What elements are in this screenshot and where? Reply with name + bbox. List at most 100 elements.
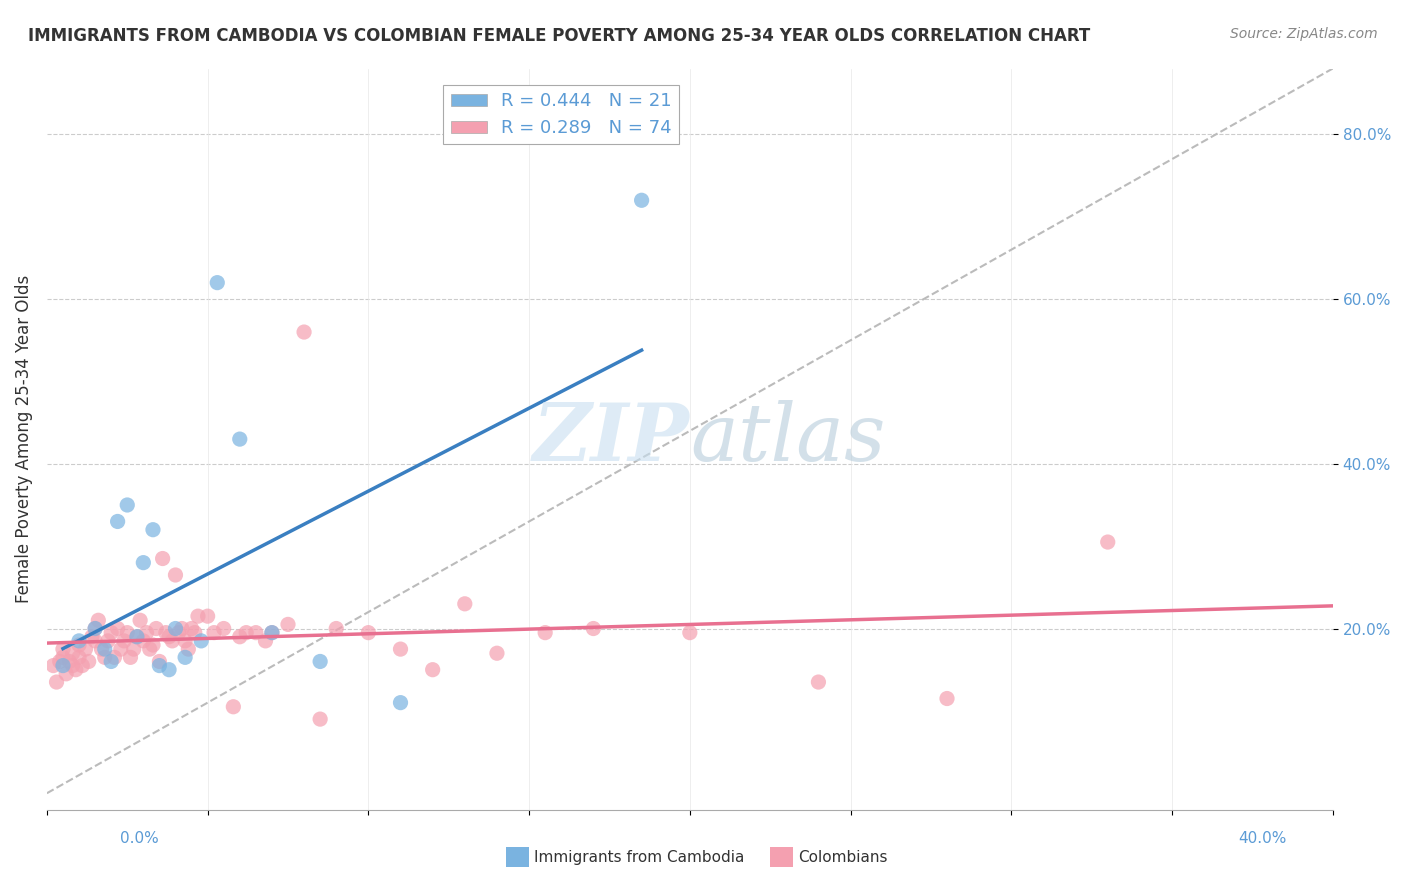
Point — [260, 625, 283, 640]
Point — [202, 625, 225, 640]
Point — [1097, 535, 1119, 549]
Point — [65, 663, 87, 677]
Point — [45, 675, 67, 690]
Text: Colombians: Colombians — [799, 850, 889, 864]
Point — [48, 655, 70, 669]
Point — [325, 622, 347, 636]
Point — [132, 633, 155, 648]
Text: ZIP: ZIP — [533, 401, 690, 478]
Point — [75, 642, 97, 657]
Point — [67, 650, 90, 665]
Point — [52, 650, 75, 665]
Point — [70, 658, 93, 673]
Point — [157, 630, 180, 644]
Point — [148, 655, 170, 669]
Point — [167, 625, 190, 640]
Point — [184, 625, 207, 640]
Point — [165, 622, 187, 636]
Point — [170, 622, 193, 636]
Point — [122, 642, 145, 657]
Point — [142, 638, 165, 652]
Legend: R = 0.444   N = 21, R = 0.289   N = 74: R = 0.444 N = 21, R = 0.289 N = 74 — [443, 85, 679, 145]
Point — [84, 622, 107, 636]
Point — [174, 650, 197, 665]
Text: 40.0%: 40.0% — [1239, 831, 1286, 846]
Point — [679, 625, 702, 640]
Point — [132, 556, 155, 570]
Point — [135, 625, 157, 640]
Text: IMMIGRANTS FROM CAMBODIA VS COLOMBIAN FEMALE POVERTY AMONG 25-34 YEAR OLDS CORRE: IMMIGRANTS FROM CAMBODIA VS COLOMBIAN FE… — [28, 27, 1091, 45]
Point — [117, 498, 139, 512]
Point — [229, 432, 252, 446]
Point — [62, 646, 84, 660]
Point — [62, 658, 84, 673]
Point — [152, 551, 174, 566]
Point — [84, 633, 107, 648]
Point — [485, 646, 508, 660]
Text: atlas: atlas — [690, 401, 886, 478]
Point — [112, 633, 135, 648]
Point — [389, 696, 412, 710]
Point — [582, 622, 605, 636]
Point — [125, 630, 148, 644]
Text: Source: ZipAtlas.com: Source: ZipAtlas.com — [1230, 27, 1378, 41]
Point — [117, 625, 139, 640]
Point — [148, 658, 170, 673]
Point — [129, 613, 152, 627]
Point — [292, 325, 315, 339]
Point — [80, 630, 103, 644]
Point — [357, 625, 380, 640]
Point — [87, 613, 110, 627]
Point — [77, 655, 100, 669]
Point — [197, 609, 219, 624]
Point — [52, 658, 75, 673]
Point — [229, 630, 252, 644]
Point — [67, 633, 90, 648]
Point — [162, 633, 184, 648]
Point — [222, 699, 245, 714]
Point — [389, 642, 412, 657]
Point — [174, 633, 197, 648]
Point — [422, 663, 444, 677]
Point — [207, 276, 229, 290]
Point — [120, 650, 142, 665]
Point — [936, 691, 959, 706]
Point — [454, 597, 477, 611]
Point — [90, 642, 112, 657]
Point — [155, 625, 177, 640]
Point — [58, 655, 80, 669]
Point — [277, 617, 299, 632]
Point — [84, 622, 107, 636]
Point — [110, 642, 132, 657]
Y-axis label: Female Poverty Among 25-34 Year Olds: Female Poverty Among 25-34 Year Olds — [15, 275, 32, 603]
Point — [42, 658, 65, 673]
Point — [107, 622, 129, 636]
Point — [534, 625, 557, 640]
Point — [187, 609, 209, 624]
Point — [97, 633, 120, 648]
Point — [235, 625, 257, 640]
Point — [260, 625, 283, 640]
Point — [107, 515, 129, 529]
Point — [55, 666, 77, 681]
Point — [180, 622, 202, 636]
Point — [212, 622, 235, 636]
Point — [94, 642, 117, 657]
Text: 0.0%: 0.0% — [120, 831, 159, 846]
Point — [100, 625, 122, 640]
Point — [309, 655, 332, 669]
Point — [245, 625, 267, 640]
Point — [100, 655, 122, 669]
Point — [190, 633, 212, 648]
Point — [142, 523, 165, 537]
Point — [165, 568, 187, 582]
Text: Immigrants from Cambodia: Immigrants from Cambodia — [534, 850, 745, 864]
Point — [67, 638, 90, 652]
Point — [103, 650, 125, 665]
Point — [139, 642, 162, 657]
Point — [177, 642, 200, 657]
Point — [157, 663, 180, 677]
Point — [94, 650, 117, 665]
Point — [145, 622, 167, 636]
Point — [254, 633, 277, 648]
